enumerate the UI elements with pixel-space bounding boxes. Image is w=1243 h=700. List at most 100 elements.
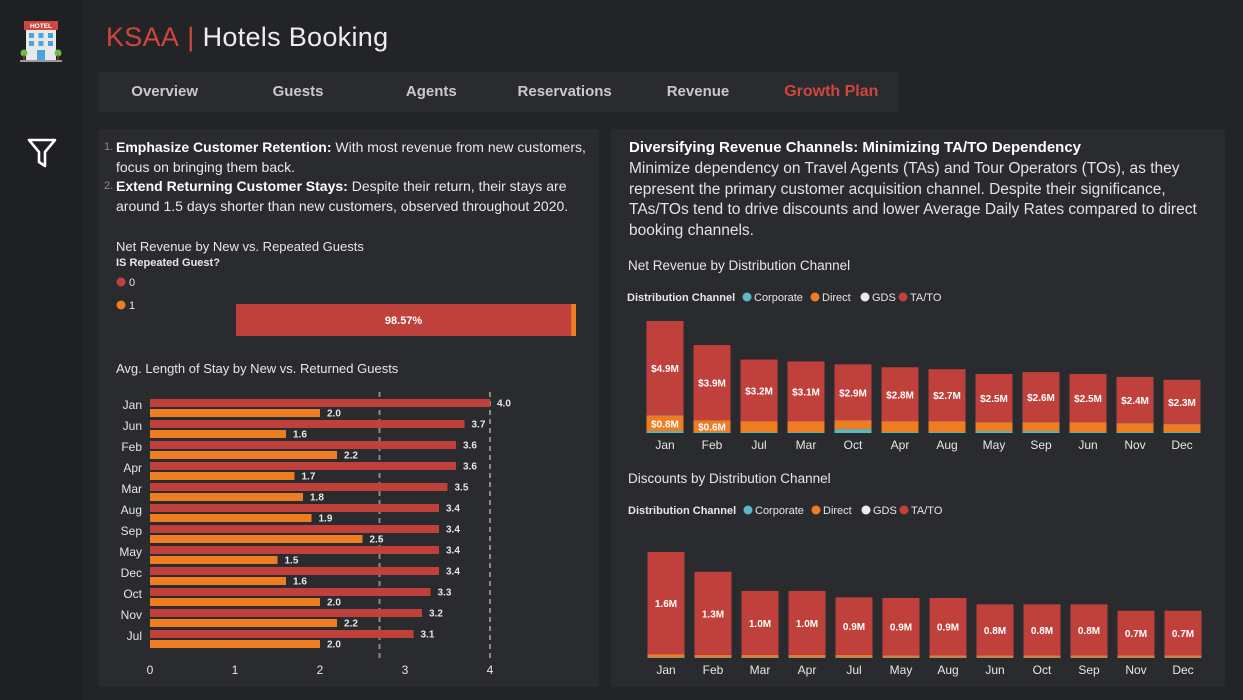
bar [150,462,456,470]
page-title: KSAA | Hotels Booking [106,22,388,53]
stacked-bar-segment [646,415,684,432]
category-label: Jul [751,438,766,452]
title-separator: | [187,22,195,52]
bar [150,546,439,554]
x-tick-label: 0 [147,663,154,677]
category-label: May [983,438,1006,452]
legend-marker [860,292,870,302]
bar-data-label: 2.5 [370,535,384,546]
stacked-bar-segment [693,345,731,421]
stacked-bar-segment [646,321,684,416]
bar [150,630,414,638]
bar-data-label: 3.4 [446,525,460,536]
stacked-bar-segment [693,420,731,433]
note-number: 1. [104,141,114,153]
stacked-bar-segment [929,655,967,658]
bar [150,567,439,575]
stacked-bar-segment [1070,604,1108,656]
legend-label: TA/TO [911,505,943,517]
category-label: Feb [702,438,723,452]
bar [150,598,320,606]
bar-data-label: 4.0 [497,399,511,410]
stacked-bar-segment [1163,379,1201,425]
legend-marker [810,292,820,302]
note-heading: Emphasize Customer Retention: [116,139,332,155]
discount-chart-title: Discounts by Distribution Channel [628,471,831,486]
category-label: Aug [121,503,142,517]
stacked-bar-segment [975,374,1013,423]
category-label: Sep [1030,438,1052,452]
category-label: Nov [1124,438,1145,452]
channels-heading: Diversifying Revenue Channels: Minimizin… [629,139,1082,156]
x-tick-label: 1 [232,663,239,677]
tab-agents[interactable]: Agents [405,83,457,100]
bar-data-label: 1.3M [702,609,724,620]
category-label: Oct [123,587,142,601]
stacked-bar-segment [835,657,873,658]
stay-chart-title: Avg. Length of Stay by New vs. Returned … [116,361,399,376]
stacked-bar-segment [787,432,825,433]
category-label: Mar [796,438,817,452]
stacked-bar-segment [788,590,826,655]
category-label: Jan [656,663,675,677]
bar-data-label: 1.0M [749,619,771,630]
bar-data-label: 3.4 [446,504,460,515]
bar [150,588,431,596]
bar [150,640,320,648]
stacked-bar-segment [1023,657,1061,658]
bar-data-label: 3.2 [429,609,443,620]
stacked-bar-segment [881,421,919,433]
bar-data-label: 3.6 [463,441,477,452]
bar-data-label: 3.4 [446,567,460,578]
bar-data-label: $2.6M [1027,393,1055,404]
bar-data-label: $2.7M [933,391,961,402]
bar [150,472,295,480]
bar-data-label: 1.5 [285,556,299,567]
stay-note: 2. Extend Returning Customer Stays: Despi… [104,177,598,216]
bar-data-label: 0.7M [1172,629,1194,640]
tab-growth-plan[interactable]: Growth Plan [784,83,879,100]
category-label: Dec [121,566,142,580]
stacked-bar-segment [1116,423,1154,433]
tab-revenue[interactable]: Revenue [666,83,730,100]
bar [150,535,363,543]
note-text: With most revenue from new customers, fo… [116,139,586,175]
bar-data-label: 98.57% [385,315,423,327]
stacked-bar-segment [1022,422,1060,432]
bar-data-label: 0.9M [890,623,912,634]
stacked-bar-segment [976,655,1014,658]
tab-overview[interactable]: Overview [131,83,199,100]
legend-marker [861,505,871,515]
stacked-bar-segment [1164,657,1202,658]
legend-label: 1 [129,300,135,312]
stacked-bar-segment [741,590,779,655]
category-label: Feb [703,663,724,677]
category-label: Apr [123,461,142,475]
legend-label: 0 [129,277,135,289]
category-label: Apr [798,663,817,677]
tab-guests[interactable]: Guests [272,83,324,100]
stacked-bar-segment [1117,655,1155,658]
bar-data-label: 3.1 [421,630,435,641]
stacked-bar-segment [882,597,920,656]
bar-data-label: 2.0 [327,640,341,651]
bar-data-label: 3.4 [446,546,460,557]
bar-data-label: 1.9 [319,514,333,525]
stacked-bar-segment [835,654,873,658]
tab-reservations[interactable]: Reservations [517,83,612,100]
bar-data-label: 0.8M [1031,626,1053,637]
stacked-bar-segment [1069,422,1107,433]
note-heading: Extend Returning Customer Stays: [116,178,348,194]
legend-marker [898,292,908,302]
stacked-bar-segment [834,364,872,421]
bar-data-label: 0.9M [937,623,959,634]
filter-icon[interactable] [27,137,57,169]
bar-data-label: 1.6 [293,577,307,588]
repeated-guest-chart-title: Net Revenue by New vs. Repeated Guests [116,239,364,254]
bar-data-label: $2.3M [1168,398,1196,409]
stacked-bar-segment [694,571,732,655]
note-number: 2. [104,180,114,192]
category-label: Sep [121,524,143,538]
legend-label: Corporate [754,292,803,304]
legend-title: Distribution Channel [628,505,736,517]
